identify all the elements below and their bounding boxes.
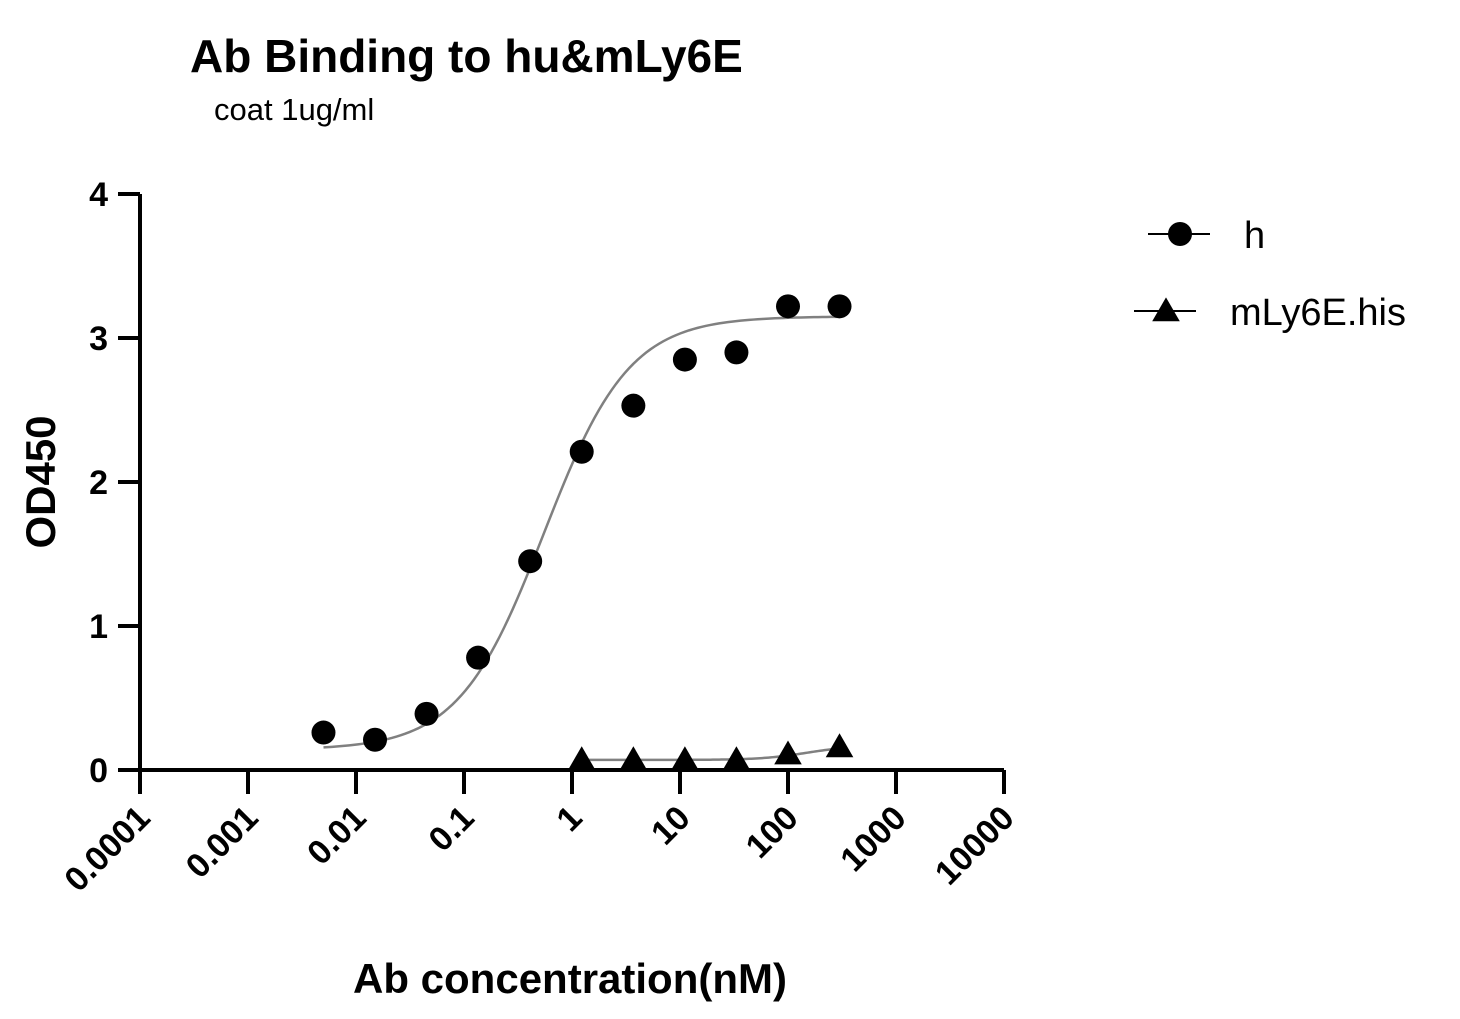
data-point-circle [776,294,800,319]
x-tick-label: 100 [739,799,806,866]
x-axis-label: Ab concentration(nM) [353,955,787,1002]
data-point-circle [827,294,852,319]
x-axis: 0.0001 0.001 0.01 0.1 1 10 100 1000 10000 [57,770,1022,899]
data-point-triangle [774,740,802,765]
y-tick-label: 3 [89,320,108,358]
y-axis: 0 1 2 3 4 [89,176,140,790]
y-tick-label: 2 [89,464,108,502]
data-point-circle [621,393,646,418]
x-tick-label: 10000 [928,799,1022,893]
data-point-circle [414,701,439,726]
data-point-circle [518,549,543,574]
data-point-circle [724,340,749,365]
y-axis-label: OD450 [17,415,64,548]
fit-curve-2 [581,747,840,762]
legend-label: mLy6E.his [1230,292,1406,334]
x-tick-label: 10 [644,799,698,853]
x-tick-label: 0.01 [300,799,374,873]
x-tick-label: 0.001 [179,799,266,886]
legend-marker [1152,297,1180,322]
legend-marker [1168,222,1192,246]
y-tick-label: 4 [89,176,108,214]
x-tick-label: 1 [549,799,589,839]
data-point-circle [569,439,594,464]
data-point-circle [672,347,697,372]
x-tick-label: 0.0001 [57,799,157,899]
data-point-triangle [619,746,648,771]
data-point-triangle [567,746,596,771]
x-tick-label: 0.1 [421,799,481,859]
y-tick-label: 1 [89,608,108,646]
plot-area [311,294,854,771]
data-point-triangle [722,746,751,771]
x-tick-label: 1000 [833,799,913,879]
fit-curve-1 [323,315,840,749]
chart-subtitle: coat 1ug/ml [214,92,374,127]
data-point-triangle [671,746,699,771]
data-point-triangle [825,733,854,758]
data-point-circle [363,727,388,752]
data-point-circle [311,720,336,745]
data-point-circle [466,645,491,670]
legend-label: h [1244,215,1265,257]
legend: h mLy6E.his [1134,215,1406,334]
y-tick-label: 0 [89,752,108,790]
chart-title: Ab Binding to hu&mLy6E [190,30,743,82]
